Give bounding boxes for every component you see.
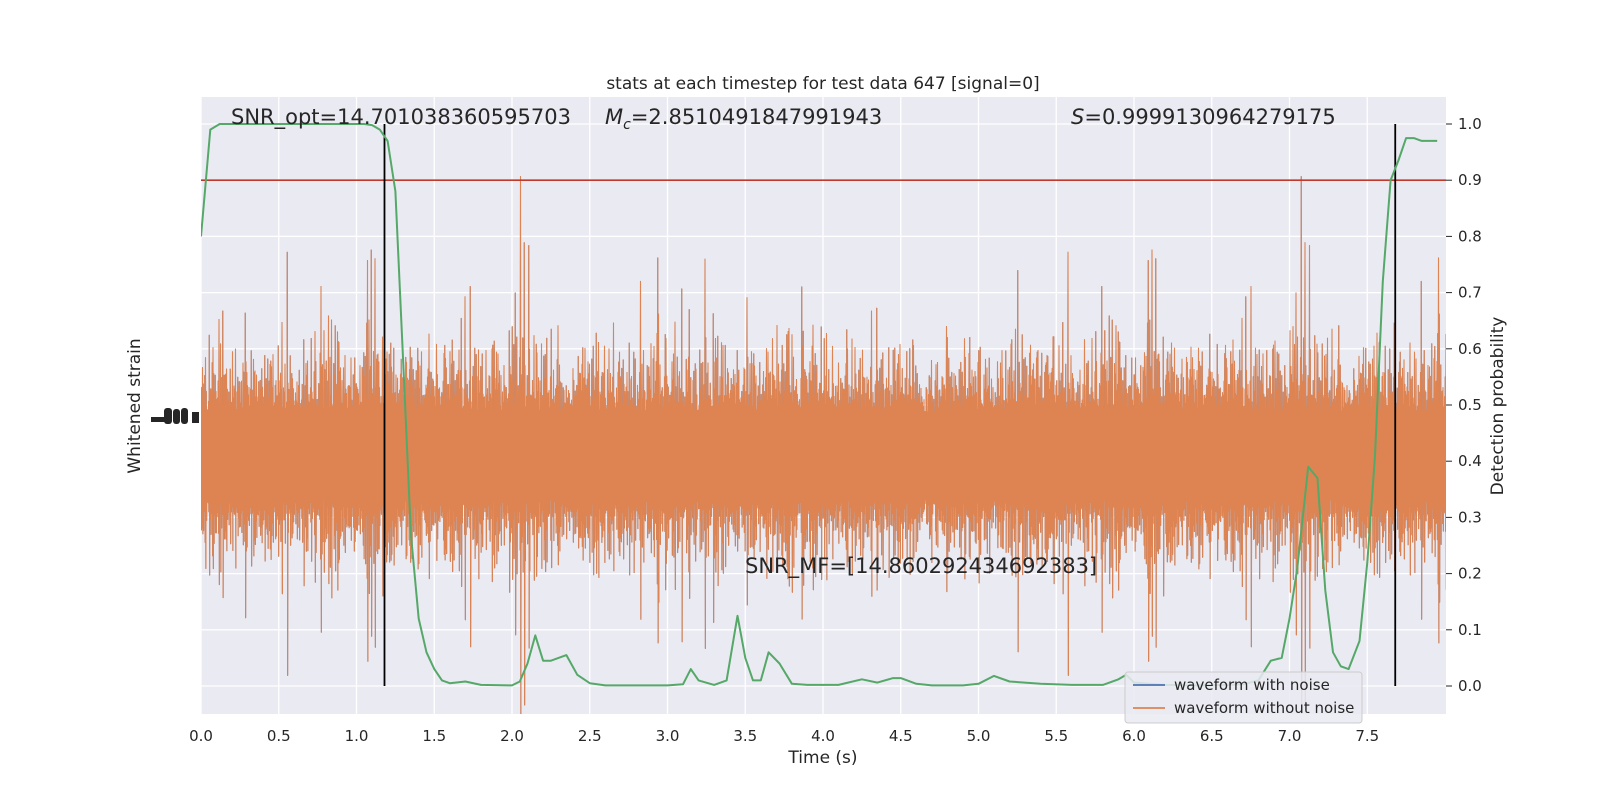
mc-annotation: Mc=2.8510491847991943 bbox=[605, 105, 882, 133]
x-tick-label: 0.5 bbox=[267, 727, 291, 745]
detection-probability-line bbox=[201, 123, 1438, 687]
overlays bbox=[201, 123, 1446, 687]
x-tick-label: 6.0 bbox=[1122, 727, 1146, 745]
y-tick-label: 0.8 bbox=[1458, 227, 1482, 245]
legend-label-without-noise: waveform without noise bbox=[1174, 699, 1354, 717]
mc-value: =2.8510491847991943 bbox=[631, 105, 882, 129]
x-tick-label: 1.0 bbox=[345, 727, 369, 745]
s-symbol: S bbox=[1071, 105, 1084, 129]
right-axis-label: Detection probability bbox=[1488, 317, 1508, 496]
mc-symbol: M bbox=[605, 105, 623, 129]
x-tick-label: 3.0 bbox=[656, 727, 680, 745]
y-tick-label: 0.9 bbox=[1458, 171, 1482, 189]
x-tick-label: 0.0 bbox=[189, 727, 213, 745]
x-tick-label: 1.5 bbox=[422, 727, 446, 745]
x-tick-label: 2.5 bbox=[578, 727, 602, 745]
x-tick-label: 5.5 bbox=[1044, 727, 1068, 745]
waveform-without-noise-line bbox=[201, 176, 1446, 714]
x-tick-label: 4.0 bbox=[811, 727, 835, 745]
y-tick-label: 0.1 bbox=[1458, 621, 1482, 639]
chart-title: stats at each timestep for test data 647… bbox=[606, 74, 1039, 94]
left-axis-label: Whitened strain bbox=[125, 338, 145, 473]
x-tick-label: 3.5 bbox=[733, 727, 757, 745]
legend-label-with-noise: waveform with noise bbox=[1174, 676, 1330, 694]
x-tick-label: 5.0 bbox=[967, 727, 991, 745]
y-tick-label: 0.5 bbox=[1458, 396, 1482, 414]
y-tick-label: 0.3 bbox=[1458, 508, 1482, 526]
y-tick-label: 0.0 bbox=[1458, 677, 1482, 695]
legend-box bbox=[1124, 671, 1363, 724]
tick-labels: 0.0 0.5 1.0 1.5 2.0 2.5 3.0 3.5 4.0 4.5 5.0 5.5 6.0 6… bbox=[189, 115, 1482, 745]
x-tick-label: 6.5 bbox=[1200, 727, 1224, 745]
legend: waveform with noise waveform without noi… bbox=[1124, 671, 1363, 724]
y-tick-label: 0.4 bbox=[1458, 452, 1482, 470]
left-tick-cluster bbox=[151, 408, 199, 424]
x-tick-label: 4.5 bbox=[889, 727, 913, 745]
snr-mf-annotation: SNR_MF=[14.860292434692383] bbox=[745, 554, 1097, 579]
strain-series bbox=[201, 176, 1446, 714]
y-tick-label: 0.6 bbox=[1458, 340, 1482, 358]
y-tick-label: 1.0 bbox=[1458, 115, 1482, 133]
mc-subscript: c bbox=[623, 117, 631, 133]
x-axis-label: Time (s) bbox=[787, 748, 857, 768]
snr-opt-annotation: SNR_opt=14.701038360595703 bbox=[231, 105, 571, 130]
y-tick-label: 0.7 bbox=[1458, 284, 1482, 302]
x-tick-label: 7.5 bbox=[1355, 727, 1379, 745]
y-tick-label: 0.2 bbox=[1458, 565, 1482, 583]
s-value: =0.9999130964279175 bbox=[1084, 105, 1335, 129]
x-tick-label: 7.0 bbox=[1278, 727, 1302, 745]
x-tick-label: 2.0 bbox=[500, 727, 524, 745]
s-annotation: S=0.9999130964279175 bbox=[1071, 105, 1336, 129]
